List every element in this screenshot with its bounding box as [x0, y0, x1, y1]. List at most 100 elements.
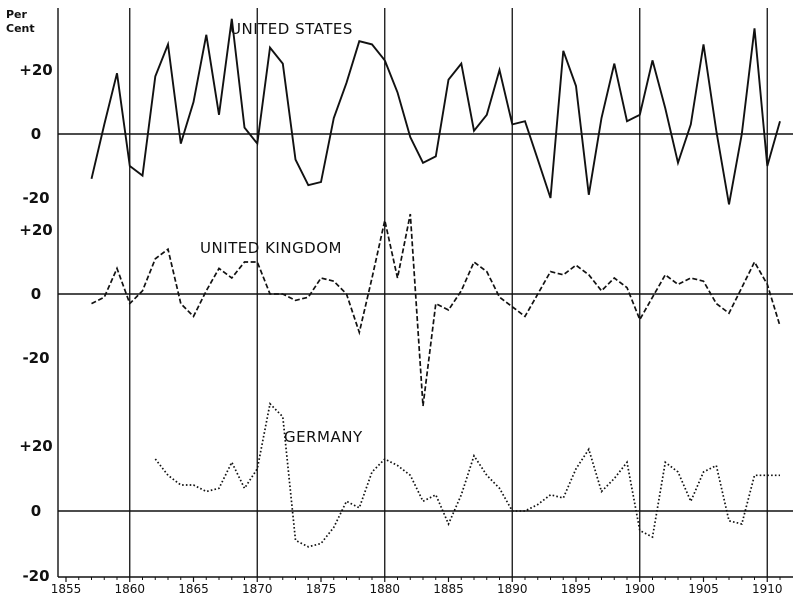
x-tick-label-1885: 1885: [433, 582, 464, 595]
data-point: [218, 487, 220, 489]
data-point: [664, 107, 666, 109]
label-layer: Per Cent 1855 1860 1865 1870 1875 1880 1885 189…: [6, 8, 783, 595]
y-label-panel2-2: -20: [22, 349, 49, 367]
data-point: [345, 82, 347, 84]
panel-title-1: UNITED STATES: [230, 20, 353, 38]
data-point: [409, 136, 411, 138]
y-label-panel2-1: 0: [31, 285, 41, 303]
y-label-panel1-1: 0: [31, 125, 41, 143]
data-point: [129, 302, 131, 304]
data-point: [422, 162, 424, 164]
data-point: [435, 155, 437, 157]
data-point: [90, 302, 92, 304]
data-point: [294, 158, 296, 160]
data-point: [320, 542, 322, 544]
data-point: [486, 474, 488, 476]
data-point: [511, 123, 513, 125]
data-point: [460, 62, 462, 64]
data-point: [741, 133, 743, 135]
data-point: [154, 75, 156, 77]
data-point: [753, 261, 755, 263]
data-point: [345, 500, 347, 502]
data-point: [282, 416, 284, 418]
data-point: [677, 162, 679, 164]
data-point: [639, 529, 641, 531]
data-point: [282, 293, 284, 295]
data-point: [562, 497, 564, 499]
data-point: [129, 165, 131, 167]
data-point: [613, 277, 615, 279]
data-point: [626, 120, 628, 122]
data-point: [358, 40, 360, 42]
data-point: [651, 296, 653, 298]
data-point: [524, 315, 526, 317]
y-label-panel3-2: -20: [22, 567, 49, 585]
data-point: [613, 477, 615, 479]
data-point: [371, 471, 373, 473]
data-point: [677, 471, 679, 473]
data-point: [409, 213, 411, 215]
data-point: [371, 277, 373, 279]
data-point: [702, 471, 704, 473]
data-point: [358, 331, 360, 333]
data-point: [753, 27, 755, 29]
data-point: [371, 43, 373, 45]
data-point: [498, 69, 500, 71]
data-point: [664, 461, 666, 463]
data-point: [447, 78, 449, 80]
data-point: [320, 181, 322, 183]
data-point: [473, 261, 475, 263]
data-point: [460, 494, 462, 496]
data-point: [307, 546, 309, 548]
data-point: [435, 494, 437, 496]
data-point: [753, 474, 755, 476]
data-point: [728, 312, 730, 314]
data-point: [524, 510, 526, 512]
data-point: [639, 114, 641, 116]
data-point: [511, 306, 513, 308]
data-point: [205, 34, 207, 36]
data-point: [320, 277, 322, 279]
data-point: [307, 296, 309, 298]
data-point: [664, 274, 666, 276]
y-label-panel1-0: +20: [19, 61, 52, 79]
data-point: [205, 290, 207, 292]
data-point: [192, 101, 194, 103]
data-point: [600, 117, 602, 119]
data-point: [690, 277, 692, 279]
series-line-2: [91, 213, 781, 407]
data-point: [269, 293, 271, 295]
data-point: [600, 290, 602, 292]
data-point: [422, 500, 424, 502]
x-tick-label-1895: 1895: [561, 582, 592, 595]
data-point: [728, 203, 730, 205]
x-tick-label-1890: 1890: [497, 582, 528, 595]
data-point: [613, 62, 615, 64]
data-point: [141, 290, 143, 292]
data-point: [180, 302, 182, 304]
data-point: [243, 126, 245, 128]
data-point: [702, 280, 704, 282]
data-point: [473, 130, 475, 132]
data-point: [702, 43, 704, 45]
data-point: [651, 536, 653, 538]
data-point: [779, 474, 781, 476]
x-tick-label-1910: 1910: [752, 582, 783, 595]
data-point: [537, 503, 539, 505]
data-point: [154, 258, 156, 260]
data-point: [307, 184, 309, 186]
data-point: [460, 290, 462, 292]
x-tick-label-1870: 1870: [242, 582, 273, 595]
data-point: [167, 248, 169, 250]
data-point: [192, 315, 194, 317]
data-point: [180, 142, 182, 144]
data-point: [333, 526, 335, 528]
panel-title-3: GERMANY: [284, 428, 363, 446]
data-point: [690, 500, 692, 502]
data-point: [141, 174, 143, 176]
data-point: [728, 520, 730, 522]
data-point: [218, 267, 220, 269]
data-point: [333, 117, 335, 119]
data-point: [575, 264, 577, 266]
data-point: [116, 267, 118, 269]
